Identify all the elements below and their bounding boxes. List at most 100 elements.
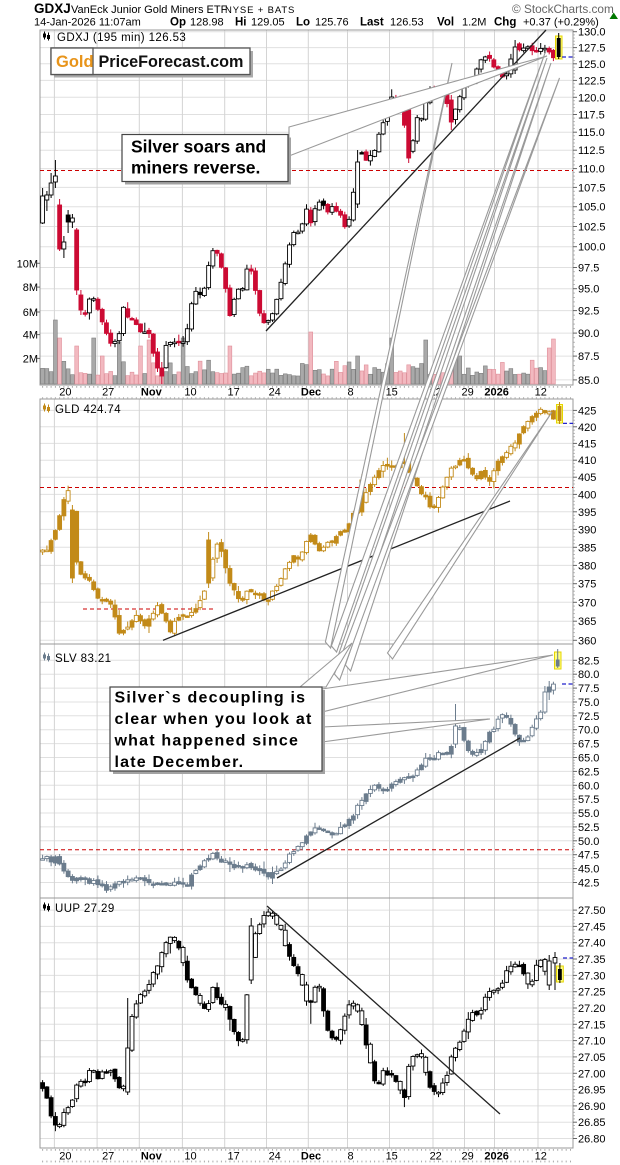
svg-text:4M: 4M bbox=[23, 330, 38, 342]
svg-text:27.00: 27.00 bbox=[578, 1068, 606, 1080]
svg-text:72.5: 72.5 bbox=[578, 711, 599, 723]
svg-text:80.0: 80.0 bbox=[578, 669, 599, 681]
svg-text:8M: 8M bbox=[23, 282, 38, 294]
svg-text:Lo: Lo bbox=[296, 17, 310, 29]
svg-text:42.5: 42.5 bbox=[578, 878, 599, 890]
svg-text:late December.: late December. bbox=[115, 754, 245, 771]
svg-text:10M: 10M bbox=[17, 258, 38, 270]
svg-text:50.0: 50.0 bbox=[578, 836, 599, 848]
svg-text:UUP 27.29: UUP 27.29 bbox=[55, 903, 115, 915]
svg-text:17: 17 bbox=[227, 1151, 239, 1163]
svg-text:2026: 2026 bbox=[484, 1151, 508, 1163]
svg-text:14-Jan-2026 11:07am: 14-Jan-2026 11:07am bbox=[34, 17, 141, 29]
svg-text:102.5: 102.5 bbox=[578, 222, 606, 234]
svg-text:92.5: 92.5 bbox=[578, 306, 599, 318]
svg-text:117.5: 117.5 bbox=[578, 110, 605, 122]
svg-text:24: 24 bbox=[269, 1151, 281, 1163]
svg-text:420: 420 bbox=[578, 422, 596, 434]
svg-text:miners reverse.: miners reverse. bbox=[131, 158, 260, 178]
svg-text:27: 27 bbox=[102, 1151, 114, 1163]
svg-text:29: 29 bbox=[461, 387, 473, 399]
svg-text:365: 365 bbox=[578, 616, 596, 628]
svg-text:87.5: 87.5 bbox=[578, 351, 599, 363]
svg-text:62.5: 62.5 bbox=[578, 766, 599, 778]
svg-text:Vol: Vol bbox=[437, 17, 454, 29]
svg-text:126.53: 126.53 bbox=[390, 17, 424, 29]
svg-text:PriceForecast.com: PriceForecast.com bbox=[99, 53, 244, 71]
svg-text:390: 390 bbox=[578, 524, 596, 536]
svg-text:GDXJ (195 min) 126.53: GDXJ (195 min) 126.53 bbox=[57, 32, 186, 44]
svg-text:clear when you look at: clear when you look at bbox=[115, 711, 313, 728]
svg-text:70.0: 70.0 bbox=[578, 725, 599, 737]
svg-text:GLD 424.74: GLD 424.74 bbox=[55, 404, 121, 416]
svg-text:67.5: 67.5 bbox=[578, 739, 599, 751]
svg-text:395: 395 bbox=[578, 507, 596, 519]
svg-text:10: 10 bbox=[184, 387, 196, 399]
svg-text:360: 360 bbox=[578, 635, 596, 647]
svg-text:Silver soars and: Silver soars and bbox=[131, 137, 266, 157]
svg-text:47.5: 47.5 bbox=[578, 850, 599, 862]
svg-text:24: 24 bbox=[269, 387, 281, 399]
svg-text:6M: 6M bbox=[23, 307, 38, 319]
svg-text:122.5: 122.5 bbox=[578, 75, 606, 87]
svg-text:370: 370 bbox=[578, 597, 596, 609]
svg-text:375: 375 bbox=[578, 579, 596, 591]
svg-text:Nov: Nov bbox=[141, 1151, 163, 1163]
svg-text:120.0: 120.0 bbox=[578, 92, 606, 104]
svg-text:125.0: 125.0 bbox=[578, 59, 606, 71]
svg-text:75.0: 75.0 bbox=[578, 697, 599, 709]
svg-text:8: 8 bbox=[348, 387, 354, 399]
svg-text:© StockCharts.com: © StockCharts.com bbox=[512, 2, 614, 16]
svg-text:29: 29 bbox=[461, 1151, 473, 1163]
svg-text:105.0: 105.0 bbox=[578, 202, 606, 214]
svg-text:26.80: 26.80 bbox=[578, 1134, 606, 1146]
svg-text:27.40: 27.40 bbox=[578, 938, 606, 950]
svg-text:VanEck Junior Gold Miners ETF: VanEck Junior Gold Miners ETF bbox=[71, 4, 228, 16]
svg-text:26.95: 26.95 bbox=[578, 1085, 606, 1097]
svg-text:what happened since: what happened since bbox=[114, 733, 300, 750]
svg-text:15: 15 bbox=[386, 1151, 398, 1163]
svg-text:400: 400 bbox=[578, 489, 596, 501]
svg-text:385: 385 bbox=[578, 542, 596, 554]
svg-text:+0.37 (+0.29%): +0.37 (+0.29%) bbox=[523, 17, 599, 29]
svg-text:125.76: 125.76 bbox=[315, 17, 349, 29]
svg-text:27.10: 27.10 bbox=[578, 1036, 606, 1048]
svg-text:Nov: Nov bbox=[141, 387, 163, 399]
svg-text:10: 10 bbox=[184, 1151, 196, 1163]
svg-text:1.2M: 1.2M bbox=[462, 17, 486, 29]
svg-text:100.0: 100.0 bbox=[578, 242, 606, 254]
svg-text:NYSE + BATS: NYSE + BATS bbox=[225, 5, 295, 16]
svg-text:26.90: 26.90 bbox=[578, 1101, 606, 1113]
svg-text:Last: Last bbox=[360, 17, 384, 29]
svg-text:22: 22 bbox=[430, 1151, 442, 1163]
svg-text:Hi: Hi bbox=[235, 17, 247, 29]
svg-text:27.05: 27.05 bbox=[578, 1052, 606, 1064]
svg-text:82.5: 82.5 bbox=[578, 655, 599, 667]
svg-text:127.5: 127.5 bbox=[578, 43, 606, 55]
svg-text:Op: Op bbox=[170, 17, 186, 29]
svg-text:2026: 2026 bbox=[484, 387, 508, 399]
svg-text:52.5: 52.5 bbox=[578, 822, 599, 834]
svg-text:Gold: Gold bbox=[56, 53, 94, 71]
svg-text:27.25: 27.25 bbox=[578, 987, 606, 999]
svg-text:110.0: 110.0 bbox=[578, 164, 605, 176]
svg-text:SLV 83.21: SLV 83.21 bbox=[55, 653, 111, 665]
svg-text:26.85: 26.85 bbox=[578, 1117, 606, 1129]
svg-text:55.0: 55.0 bbox=[578, 808, 599, 820]
svg-text:405: 405 bbox=[578, 472, 596, 484]
svg-text:Chg: Chg bbox=[494, 17, 516, 29]
svg-text:20: 20 bbox=[59, 387, 71, 399]
svg-text:12: 12 bbox=[535, 387, 547, 399]
svg-text:15: 15 bbox=[386, 387, 398, 399]
svg-text:77.5: 77.5 bbox=[578, 683, 599, 695]
svg-text:27.15: 27.15 bbox=[578, 1019, 606, 1031]
svg-text:95.0: 95.0 bbox=[578, 284, 599, 296]
svg-text:27.50: 27.50 bbox=[578, 905, 606, 917]
svg-text:27: 27 bbox=[102, 387, 114, 399]
svg-text:85.0: 85.0 bbox=[578, 375, 599, 387]
svg-text:90.0: 90.0 bbox=[578, 328, 599, 340]
svg-text:Silver`s decoupling is: Silver`s decoupling is bbox=[115, 690, 307, 707]
svg-text:410: 410 bbox=[578, 455, 596, 467]
svg-text:27.45: 27.45 bbox=[578, 921, 606, 933]
svg-text:425: 425 bbox=[578, 405, 596, 417]
